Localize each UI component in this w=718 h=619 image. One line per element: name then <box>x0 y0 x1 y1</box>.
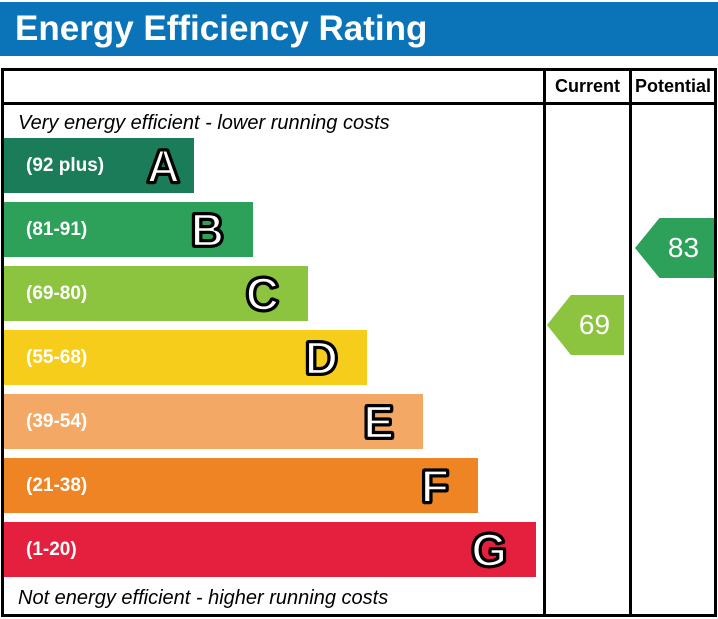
band-range-label: (81-91) <box>26 218 88 240</box>
band-range-label: (69-80) <box>26 282 88 304</box>
title-bar: Energy Efficiency Rating <box>0 2 718 56</box>
current-column-header: Current <box>543 71 629 102</box>
energy-rating-table: Current Potential Very energy efficient … <box>1 68 717 617</box>
rating-band-b: (81-91) B <box>4 202 253 257</box>
rating-band-c: (69-80) C <box>4 266 308 321</box>
band-letter: G <box>470 523 508 576</box>
page-title: Energy Efficiency Rating <box>15 9 428 48</box>
band-range-label: (21-38) <box>26 474 88 496</box>
band-range-label: (92 plus) <box>26 154 105 176</box>
band-letter: E <box>362 395 395 448</box>
current-rating-marker: 69 <box>547 295 624 355</box>
header-spacer-cell <box>4 71 543 102</box>
rating-band-f: (21-38) F <box>4 458 478 513</box>
bottom-note: Not energy efficient - higher running co… <box>18 587 389 609</box>
table-body: Very energy efficient - lower running co… <box>4 105 714 614</box>
band-letter: C <box>245 267 281 320</box>
band-letter: B <box>190 203 226 256</box>
current-column: 69 <box>543 105 629 614</box>
rating-band-d: (55-68) D <box>4 330 367 385</box>
potential-rating-value: 83 <box>667 232 700 263</box>
current-rating-value: 69 <box>578 309 611 340</box>
table-header-row: Current Potential <box>4 71 714 105</box>
top-note: Very energy efficient - lower running co… <box>18 112 390 134</box>
band-letter: F <box>420 459 451 512</box>
rating-band-a: (92 plus) A <box>4 138 194 193</box>
band-letter: D <box>304 331 340 384</box>
rating-band-e: (39-54) E <box>4 394 423 449</box>
rating-band-g: (1-20) G <box>4 522 536 577</box>
potential-column: 83 <box>629 105 714 614</box>
potential-rating-marker: 83 <box>635 218 714 278</box>
band-range-label: (55-68) <box>26 346 88 368</box>
rating-scale-column: Very energy efficient - lower running co… <box>4 105 543 614</box>
band-range-label: (1-20) <box>26 538 77 560</box>
band-range-label: (39-54) <box>26 410 88 432</box>
potential-column-header: Potential <box>629 71 714 102</box>
band-letter: A <box>146 139 182 192</box>
rating-bands: (92 plus) A (81-91) B (69-80) C (55-68) D (39-54… <box>4 138 536 586</box>
